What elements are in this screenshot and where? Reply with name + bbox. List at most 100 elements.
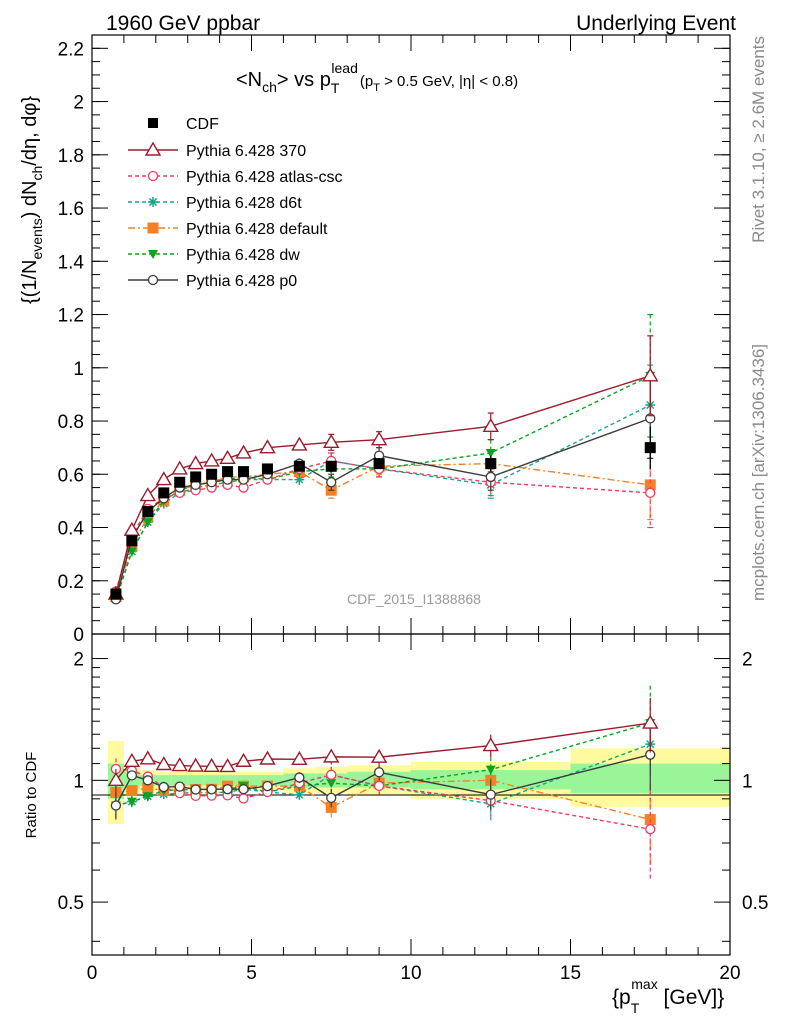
data-point bbox=[235, 444, 252, 459]
ratio-point bbox=[485, 789, 496, 800]
legend-marker bbox=[147, 170, 159, 182]
data-point bbox=[139, 487, 157, 502]
ratio-point bbox=[155, 756, 172, 771]
ratio-axis-ticks: 0.5 0.5 1 1 2 2 bbox=[58, 650, 768, 942]
y-tick-label: 0 bbox=[73, 625, 84, 646]
legend-label: Pythia 6.428 default bbox=[186, 221, 328, 238]
legend-entry-pythia-6-428-default: Pythia 6.428 default bbox=[128, 221, 328, 238]
ratio-point bbox=[142, 792, 153, 802]
ratio-point bbox=[107, 771, 125, 787]
ratio-series-pythia-6-428-370 bbox=[107, 697, 659, 793]
cdf-point bbox=[190, 471, 202, 483]
data-point bbox=[370, 431, 388, 446]
legend-entry-pythia-6-428-atlas-csc: Pythia 6.428 atlas-csc bbox=[128, 169, 343, 186]
data-point bbox=[482, 417, 499, 433]
cdf-point bbox=[261, 463, 273, 475]
ratio-point bbox=[238, 784, 249, 795]
data-point bbox=[485, 471, 496, 483]
ratio-band-inner bbox=[251, 775, 284, 786]
y-tick-label: 2 bbox=[73, 93, 84, 114]
legend-entry-pythia-6-428-dw: Pythia 6.428 dw bbox=[128, 247, 300, 264]
x-tick-label: 20 bbox=[719, 963, 740, 984]
legend-label: Pythia 6.428 370 bbox=[186, 143, 306, 160]
ratio-point bbox=[219, 758, 236, 773]
ratio-tick-label-right: 0.5 bbox=[742, 893, 768, 914]
legend-marker bbox=[148, 197, 158, 207]
y-tick-label: 0.6 bbox=[58, 465, 84, 486]
ratio-panel: 0.5 0.5 1 1 2 2 Ratio to CDF bbox=[23, 633, 768, 956]
ratio-point bbox=[139, 750, 157, 765]
ratio-point bbox=[262, 780, 273, 792]
ratio-point bbox=[482, 737, 499, 752]
x-axis-label: {pTmax [GeV]} bbox=[612, 976, 724, 1016]
main-data-layer bbox=[107, 313, 659, 605]
data-point bbox=[259, 439, 276, 454]
data-point bbox=[291, 436, 308, 451]
main-axis-ticks: 0 0.2 0.4 0.6 0.8 1 1.2 1.4 1.6 1.8 2 2.2 bbox=[58, 34, 730, 646]
ratio-point bbox=[326, 779, 337, 789]
ratio-point bbox=[222, 784, 233, 795]
header-left: 1960 GeV ppbar bbox=[106, 12, 260, 35]
data-point bbox=[294, 474, 305, 485]
ratio-point bbox=[294, 772, 305, 783]
cdf-point bbox=[293, 460, 305, 472]
ratio-point bbox=[259, 750, 276, 765]
ratio-point bbox=[174, 781, 185, 792]
ratio-band-inner bbox=[171, 775, 188, 786]
legend-entry-pythia-6-428-p0: Pythia 6.428 p0 bbox=[128, 273, 297, 290]
ratio-point bbox=[373, 767, 385, 778]
legend: CDF Pythia 6.428 370 Pythia 6.428 atlas-c… bbox=[128, 116, 343, 290]
ratio-point bbox=[642, 714, 659, 729]
ratio-point bbox=[126, 770, 138, 781]
cdf-point bbox=[238, 466, 250, 478]
rivet-label: Rivet 3.1.10, ≥ 2.6M events bbox=[749, 36, 768, 243]
ratio-series-pythia-6-428-p0 bbox=[110, 724, 656, 820]
data-point bbox=[323, 433, 340, 449]
plot-title: <Nch> vs pTlead(pT > 0.5 GeV, |η| < 0.8) bbox=[236, 60, 518, 96]
ratio-band-inner bbox=[187, 775, 204, 786]
cdf-point bbox=[110, 588, 122, 600]
legend-label: Pythia 6.428 dw bbox=[186, 247, 300, 264]
x-tick-label: 0 bbox=[87, 963, 98, 984]
data-point bbox=[485, 448, 496, 458]
data-point bbox=[326, 477, 337, 488]
cdf-point bbox=[126, 535, 138, 547]
ratio-band-inner bbox=[235, 775, 252, 786]
ratio-point bbox=[158, 781, 169, 793]
analysis-watermark: CDF_2015_I1388868 bbox=[347, 591, 481, 607]
ratio-point bbox=[294, 789, 305, 800]
y-tick-label: 1.6 bbox=[58, 199, 84, 220]
cdf-point bbox=[222, 466, 234, 478]
data-point bbox=[644, 479, 656, 491]
ratio-point bbox=[485, 765, 496, 775]
x-axis-ticks: 0 5 10 15 20 bbox=[87, 35, 741, 984]
cdf-point bbox=[644, 442, 656, 454]
ratio-band-inner bbox=[219, 775, 236, 786]
ratio-point bbox=[187, 757, 204, 772]
legend-marker bbox=[148, 250, 158, 259]
data-point bbox=[155, 471, 172, 486]
ratio-tick-label: 2 bbox=[73, 650, 84, 671]
legend-marker bbox=[144, 141, 162, 156]
ratio-point bbox=[645, 824, 656, 835]
legend-entry-cdf: CDF bbox=[148, 116, 219, 133]
y-axis-label: {(1/Nevents) dNch/dη, dφ} bbox=[19, 96, 45, 304]
ratio-point bbox=[126, 785, 138, 797]
ratio-point bbox=[238, 793, 249, 804]
ratio-point bbox=[123, 752, 141, 768]
cdf-point bbox=[485, 458, 497, 470]
ratio-tick-label: 1 bbox=[73, 771, 84, 792]
ratio-point bbox=[370, 748, 388, 763]
legend-entry-pythia-6-428-370: Pythia 6.428 370 bbox=[128, 141, 306, 160]
data-point bbox=[203, 452, 220, 467]
main-panel: 0 0.2 0.4 0.6 0.8 1 1.2 1.4 1.6 1.8 2 2.2 <Nch> vs … bbox=[19, 34, 731, 646]
ratio-point bbox=[206, 784, 217, 795]
cdf-point bbox=[174, 476, 186, 488]
y-tick-label: 0.4 bbox=[58, 519, 85, 540]
ratio-point bbox=[203, 757, 220, 772]
y-tick-label: 0.2 bbox=[58, 572, 84, 593]
ratio-point bbox=[142, 782, 154, 794]
series-line bbox=[115, 404, 651, 600]
y-tick-label: 2.2 bbox=[58, 39, 84, 60]
